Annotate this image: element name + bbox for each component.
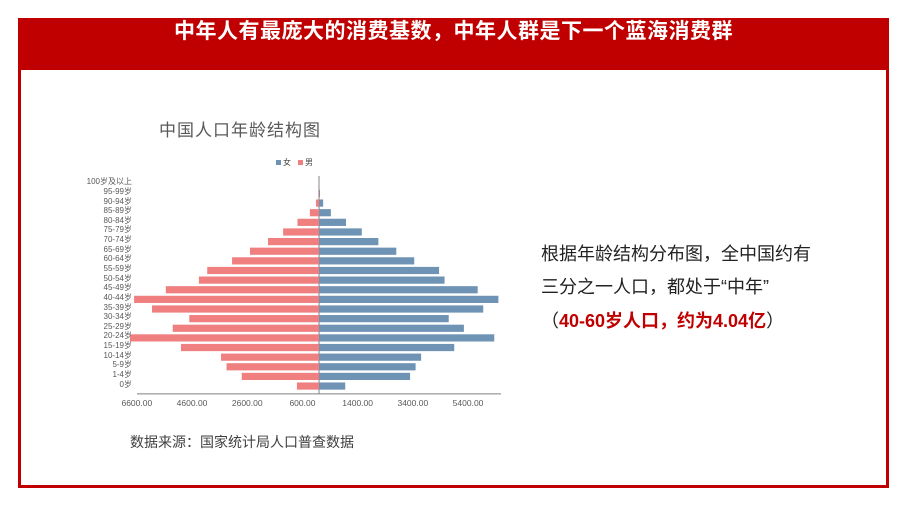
svg-text:2600.00: 2600.00	[232, 398, 263, 408]
svg-text:600.00: 600.00	[289, 398, 315, 408]
svg-text:4600.00: 4600.00	[177, 398, 208, 408]
svg-text:3400.00: 3400.00	[397, 398, 428, 408]
svg-text:5400.00: 5400.00	[453, 398, 484, 408]
svg-text:6600.00: 6600.00	[121, 398, 152, 408]
svg-text:1400.00: 1400.00	[342, 398, 373, 408]
